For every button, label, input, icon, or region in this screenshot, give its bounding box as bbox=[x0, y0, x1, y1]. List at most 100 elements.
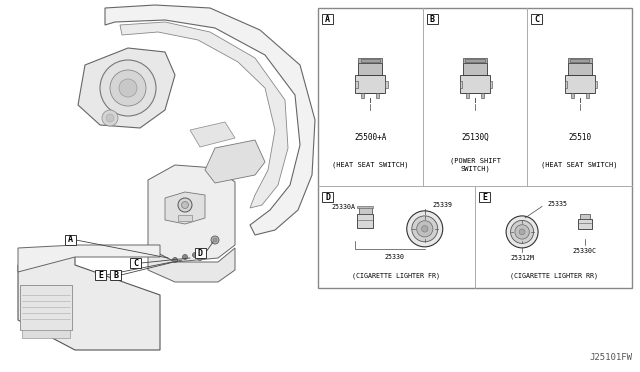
Bar bbox=[460, 81, 462, 89]
Bar bbox=[481, 93, 484, 98]
Circle shape bbox=[198, 256, 202, 260]
Bar bbox=[479, 192, 490, 202]
Circle shape bbox=[182, 202, 189, 208]
Bar bbox=[564, 81, 567, 89]
Bar bbox=[465, 59, 484, 62]
Bar bbox=[355, 81, 358, 89]
Text: (HEAT SEAT SWITCH): (HEAT SEAT SWITCH) bbox=[332, 161, 408, 168]
Circle shape bbox=[182, 254, 188, 260]
Circle shape bbox=[412, 216, 438, 242]
Polygon shape bbox=[190, 122, 235, 147]
Polygon shape bbox=[148, 248, 235, 282]
Text: 25330: 25330 bbox=[385, 254, 405, 260]
Circle shape bbox=[515, 225, 529, 239]
Bar bbox=[568, 63, 591, 75]
Circle shape bbox=[100, 60, 156, 116]
Polygon shape bbox=[148, 165, 235, 262]
Polygon shape bbox=[78, 48, 175, 128]
Polygon shape bbox=[18, 245, 160, 272]
Bar bbox=[490, 81, 492, 89]
Bar bbox=[361, 59, 380, 62]
Text: 25312M: 25312M bbox=[510, 255, 534, 261]
Bar bbox=[358, 63, 382, 75]
Bar bbox=[466, 93, 469, 98]
Text: 25339: 25339 bbox=[433, 202, 452, 208]
Bar bbox=[318, 8, 632, 288]
Bar bbox=[358, 207, 371, 214]
Bar bbox=[586, 93, 589, 98]
Polygon shape bbox=[205, 140, 265, 183]
Bar bbox=[568, 87, 591, 93]
Bar bbox=[130, 258, 141, 268]
Polygon shape bbox=[120, 22, 288, 208]
Text: C: C bbox=[133, 259, 138, 267]
Bar bbox=[570, 59, 589, 62]
Bar bbox=[580, 214, 590, 219]
Circle shape bbox=[506, 216, 538, 248]
Bar bbox=[95, 270, 106, 280]
Text: E: E bbox=[482, 192, 487, 202]
Bar bbox=[385, 81, 388, 89]
Bar bbox=[322, 192, 333, 202]
Text: (HEAT SEAT SWITCH): (HEAT SEAT SWITCH) bbox=[541, 161, 618, 168]
Bar bbox=[571, 93, 573, 98]
Circle shape bbox=[417, 221, 433, 237]
Text: D: D bbox=[198, 248, 203, 257]
Text: A: A bbox=[68, 235, 73, 244]
Bar bbox=[376, 93, 380, 98]
Text: A: A bbox=[325, 15, 330, 23]
Bar bbox=[358, 87, 382, 93]
Text: 25510: 25510 bbox=[568, 134, 591, 142]
Text: 25335: 25335 bbox=[547, 201, 567, 207]
Bar bbox=[427, 14, 438, 24]
Text: 25330A: 25330A bbox=[331, 204, 355, 210]
Bar bbox=[357, 214, 373, 228]
Text: J25101FW: J25101FW bbox=[589, 353, 632, 362]
Bar bbox=[178, 215, 192, 221]
Text: 25130Q: 25130Q bbox=[461, 134, 489, 142]
Text: (CIGARETTE LIGHTER RR): (CIGARETTE LIGHTER RR) bbox=[509, 273, 598, 279]
Polygon shape bbox=[105, 5, 315, 235]
Circle shape bbox=[422, 225, 428, 232]
Text: D: D bbox=[325, 192, 330, 202]
Bar bbox=[362, 93, 364, 98]
Text: E: E bbox=[98, 270, 103, 279]
Circle shape bbox=[178, 198, 192, 212]
Bar bbox=[463, 58, 487, 63]
Bar bbox=[578, 219, 592, 229]
Bar bbox=[463, 63, 487, 75]
Text: C: C bbox=[534, 15, 540, 23]
Text: (CIGARETTE LIGHTER FR): (CIGARETTE LIGHTER FR) bbox=[353, 273, 440, 279]
Circle shape bbox=[211, 236, 219, 244]
Circle shape bbox=[106, 114, 114, 122]
Text: 25330C: 25330C bbox=[573, 248, 597, 254]
Bar bbox=[463, 87, 487, 93]
Circle shape bbox=[213, 238, 217, 242]
Text: B: B bbox=[113, 270, 118, 279]
Text: (POWER SHIFT
SWITCH): (POWER SHIFT SWITCH) bbox=[449, 157, 500, 172]
Circle shape bbox=[193, 253, 198, 257]
Circle shape bbox=[519, 229, 525, 235]
Bar bbox=[195, 248, 206, 258]
Bar bbox=[110, 270, 121, 280]
Bar bbox=[322, 14, 333, 24]
Bar bbox=[355, 75, 385, 93]
Circle shape bbox=[110, 70, 146, 106]
Bar bbox=[358, 58, 382, 63]
Bar bbox=[564, 75, 595, 93]
Text: 25500+A: 25500+A bbox=[354, 134, 387, 142]
Circle shape bbox=[102, 110, 118, 126]
Bar bbox=[568, 58, 591, 63]
Bar bbox=[357, 206, 373, 208]
Bar bbox=[595, 81, 597, 89]
Bar bbox=[20, 285, 72, 330]
Bar bbox=[460, 75, 490, 93]
Polygon shape bbox=[18, 252, 160, 350]
Bar bbox=[65, 235, 76, 245]
Bar bbox=[531, 14, 542, 24]
Circle shape bbox=[173, 257, 177, 263]
Bar bbox=[22, 330, 70, 338]
Polygon shape bbox=[165, 192, 205, 224]
Circle shape bbox=[511, 220, 534, 243]
Circle shape bbox=[119, 79, 137, 97]
